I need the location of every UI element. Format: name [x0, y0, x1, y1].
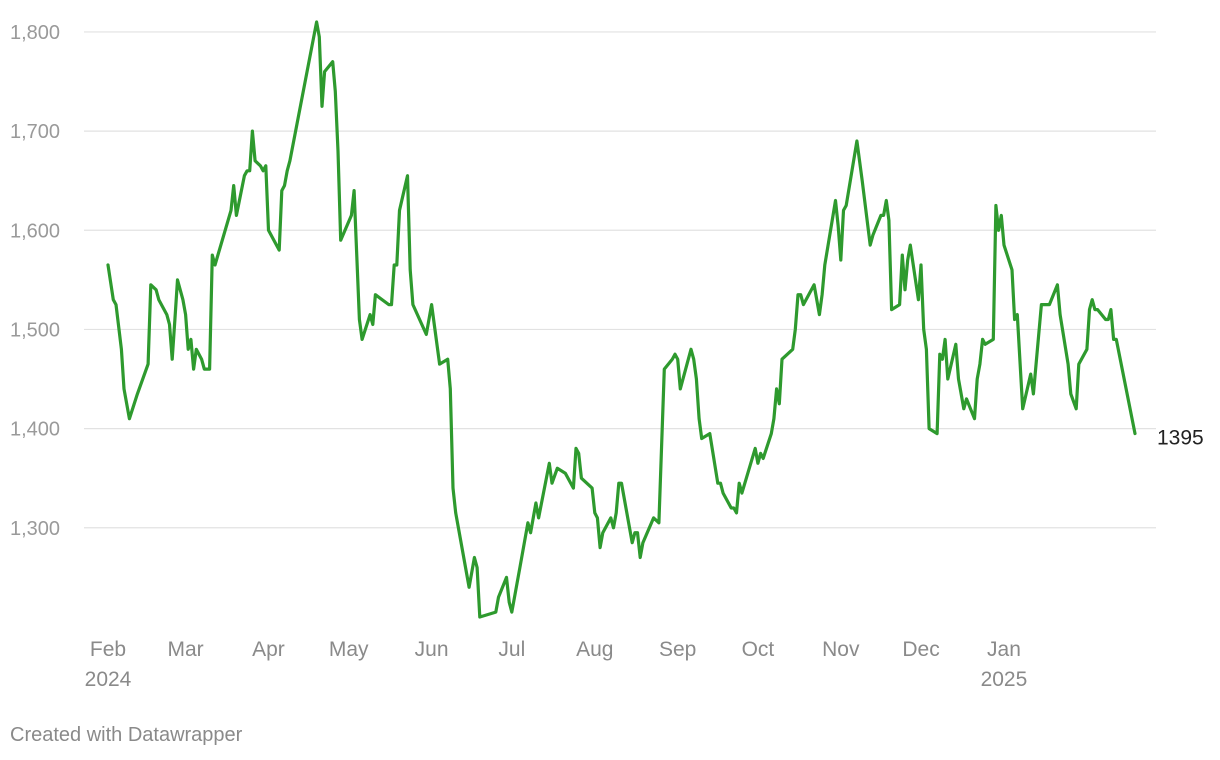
y-tick-label: 1,400 [10, 419, 60, 441]
end-label-layer: 1395 [1157, 427, 1204, 450]
series-layer [106, 20, 1137, 619]
x-axis: Feb 2024 Mar Apr May Jun Jul Aug Sep Oct Nov Dec Jan… [85, 638, 1028, 691]
y-axis: 1,300 1,400 1,500 1,600 1,700 1,800 [10, 22, 60, 540]
x-tick-label: Nov [822, 638, 860, 661]
x-tick-year-label: 2025 [981, 668, 1028, 691]
x-tick-label: Oct [742, 638, 775, 661]
credit-text: Created with Datawrapper [10, 724, 243, 746]
x-tick-label: Dec [902, 638, 939, 661]
x-tick-label: May [329, 638, 369, 661]
x-tick-label: Jun [415, 638, 449, 661]
x-tick-year-label: 2024 [85, 668, 132, 691]
y-tick-label: 1,700 [10, 121, 60, 143]
y-tick-label: 1,500 [10, 319, 60, 341]
y-tick-label: 1,600 [10, 220, 60, 242]
end-value-label: 1395 [1157, 427, 1204, 450]
y-tick-label: 1,800 [10, 22, 60, 44]
x-tick-label: Mar [167, 638, 203, 661]
series-line [106, 20, 1137, 619]
x-tick-label: Sep [659, 638, 696, 661]
x-tick-label: Jan [987, 638, 1021, 661]
x-tick-label: Apr [252, 638, 285, 661]
x-tick-label: Jul [498, 638, 525, 661]
y-tick-label: 1,300 [10, 518, 60, 540]
grid-lines [84, 31, 1156, 529]
x-tick-label: Feb [90, 638, 126, 661]
x-tick-label: Aug [576, 638, 613, 661]
